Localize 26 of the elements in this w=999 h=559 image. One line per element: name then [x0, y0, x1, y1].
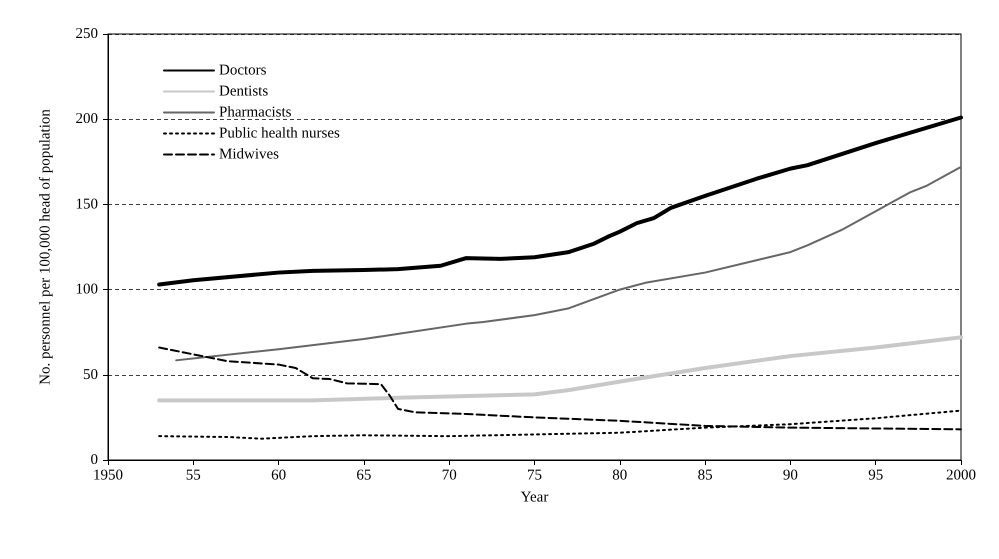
line-series	[157, 335, 963, 402]
x-tick-label: 85	[698, 468, 713, 484]
x-axis-title: Year	[520, 490, 548, 506]
x-tick-label: 70	[442, 468, 457, 484]
legend-label: Pharmacists	[219, 104, 292, 120]
x-tick-label: 65	[356, 468, 372, 484]
y-tick-label: 150	[76, 196, 98, 212]
x-tick-label: 90	[782, 468, 798, 484]
line-series	[175, 166, 962, 362]
x-tick-label: 55	[186, 468, 201, 484]
legend-label: Midwives	[219, 146, 280, 162]
legend-label: Dentists	[219, 84, 268, 100]
y-tick-label: 250	[76, 26, 98, 42]
y-tick-label: 100	[76, 282, 98, 298]
y-tick-label: 200	[76, 111, 98, 128]
x-tick-label: 75	[527, 468, 542, 484]
y-tick-label: 0	[90, 452, 98, 468]
x-tick-label: 60	[271, 468, 286, 484]
y-tick-label: 50	[83, 366, 98, 383]
x-tick-label: 1950	[93, 468, 123, 484]
legend-label: Doctors	[219, 62, 267, 78]
x-tick-label: 80	[612, 468, 628, 484]
x-tick-label: 2000	[946, 468, 976, 484]
y-axis-title: No. personnel per 100,000 head of population	[38, 108, 54, 385]
legend-label: Public health nurses	[219, 126, 340, 142]
x-tick-label: 95	[868, 468, 884, 484]
